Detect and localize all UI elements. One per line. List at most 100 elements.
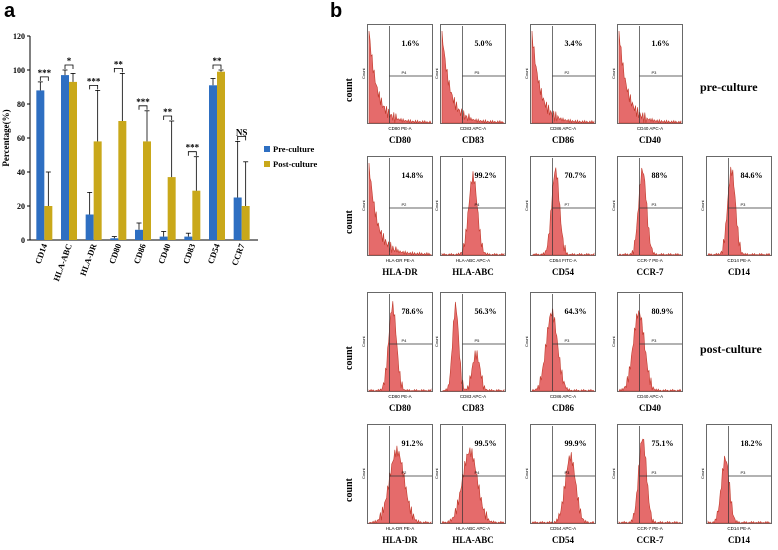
gate-label: P3: [651, 470, 657, 475]
channel-label: CCR-7 PE-A: [637, 258, 663, 263]
bar-pre-culture-cd83: [184, 236, 193, 240]
gate-label: P3: [651, 202, 657, 207]
histogram-ccr-7: P3 75.1% Count CCR-7 PE-A CCR-7: [611, 424, 683, 550]
histogram-cd83: P5 56.3% Count CD83 APC-A CD83: [434, 292, 506, 418]
channel-label: CD54 FITC-A: [549, 258, 576, 263]
small-count-label: Count: [524, 199, 529, 211]
y-tick-label: 80: [17, 100, 25, 109]
channel-label: CD86 APC-A: [550, 394, 576, 399]
significance-bracket: [163, 115, 173, 120]
histogram-area: [618, 167, 682, 256]
histogram-hla-dr: P2 91.2% Count HLA-DR PE-A HLA-DR: [361, 424, 433, 550]
histogram-cd14: P3 18.2% Count CD14 PE-A CD14: [700, 424, 772, 550]
significance-bracket: [113, 68, 123, 73]
bar-pre-culture-hla-dr: [85, 214, 94, 240]
y-tick-label: 40: [17, 168, 25, 177]
histogram-area: [531, 30, 595, 124]
marker-name: CCR-7: [637, 535, 664, 545]
bar-pre-culture-cd80: [110, 238, 119, 240]
bar-post-culture-cd40: [167, 177, 176, 240]
bar-pre-culture-cd86: [135, 229, 143, 240]
small-count-label: Count: [611, 67, 616, 79]
channel-label: CD83 APC-A: [460, 394, 486, 399]
channel-label: CD83 APC-A: [460, 126, 486, 131]
marker-name: HLA-DR: [382, 267, 418, 277]
gate-label: P4: [401, 338, 407, 343]
percent-label: 14.8%: [401, 171, 423, 180]
significance-label: NS: [236, 127, 248, 137]
pre-culture-label: pre-culture: [700, 80, 758, 94]
bar-pre-culture-cd40: [159, 236, 168, 240]
percent-label: 99.5%: [474, 439, 496, 448]
percent-label: 3.4%: [564, 39, 582, 48]
count-axis-label: count: [344, 478, 355, 502]
histogram-frame: [530, 292, 596, 392]
gate-label: P2: [401, 470, 407, 475]
histogram-cd14: P3 84.6% Count CD14 PE-A CD14: [700, 156, 772, 282]
histogram-cd86: P2 3.4% Count CD86 APC-A CD86: [524, 24, 596, 150]
bar-pre-culture-hla-abc: [61, 75, 69, 240]
histogram-cd54: P3 99.9% Count CD54 APC-A CD54: [524, 424, 596, 550]
percent-label: 64.3%: [564, 307, 586, 316]
channel-label: CD14 PE-A: [727, 526, 750, 531]
post-culture-label: post-culture: [700, 342, 762, 356]
significance-bracket: [64, 64, 74, 69]
percent-label: 75.1%: [651, 439, 673, 448]
histogram-area: [441, 447, 505, 524]
histogram-cd80: P4 78.6% Count CD80 PE-A CD80: [361, 292, 433, 418]
histogram-area: [368, 301, 432, 392]
small-count-label: Count: [700, 199, 705, 211]
channel-label: CCR-7 PE-A: [637, 526, 663, 531]
bar-post-culture-hla-dr: [93, 141, 102, 240]
histogram-hla-abc: P4 99.2% Count HLA-ABC APC-A HLA-ABC: [434, 156, 506, 282]
marker-name: CCR-7: [637, 267, 664, 277]
histogram-cd80: P4 1.6% Count CD80 PE-A CD80: [361, 24, 433, 150]
small-count-label: Count: [611, 199, 616, 211]
y-tick-label: 0: [21, 236, 25, 245]
percent-label: 18.2%: [740, 439, 762, 448]
category-label-cd54: CD54: [205, 242, 222, 266]
marker-name: CD86: [552, 403, 574, 413]
panel-a-letter: a: [4, 0, 16, 22]
gate-label: P5: [474, 338, 480, 343]
percent-label: 56.3%: [474, 307, 496, 316]
bar-pre-culture-cd54: [209, 85, 217, 240]
small-count-label: Count: [361, 335, 366, 347]
histogram-area: [367, 445, 432, 524]
histogram-cd86: P3 64.3% Count CD86 APC-A CD86: [524, 292, 596, 418]
marker-name: CD83: [462, 403, 484, 413]
marker-name: HLA-DR: [382, 535, 418, 545]
bar-post-culture-cd86: [143, 141, 151, 240]
small-count-label: Count: [361, 67, 366, 79]
histogram-hla-abc: P4 99.5% Count HLA-ABC APC-A HLA-ABC: [434, 424, 506, 550]
significance-bracket: [187, 151, 197, 156]
gate-label: P4: [474, 202, 480, 207]
small-count-label: Count: [524, 335, 529, 347]
channel-label: CD86 APC-A: [550, 126, 576, 131]
legend-label: Post-culture: [273, 159, 317, 169]
small-count-label: Count: [434, 335, 439, 347]
small-count-label: Count: [700, 467, 705, 479]
significance-bracket: [237, 136, 247, 141]
count-axis-label: count: [344, 346, 355, 370]
channel-label: CD80 PE-A: [388, 394, 411, 399]
gate-label: P3: [740, 470, 746, 475]
bar-post-culture-hla-abc: [69, 81, 77, 241]
count-axis-label: count: [344, 78, 355, 102]
legend-swatch: [264, 146, 270, 152]
gate-label: P3: [651, 70, 657, 75]
significance-bracket: [212, 64, 222, 69]
channel-label: CD54 APC-A: [550, 526, 576, 531]
histogram-cd40: P3 1.6% Count CD40 APC-A CD40: [611, 24, 683, 150]
marker-name: CD83: [462, 135, 484, 145]
marker-name: CD80: [389, 403, 411, 413]
percent-label: 1.6%: [401, 39, 419, 48]
category-label-hla-dr: HLA-DR: [78, 241, 99, 277]
percent-label: 99.2%: [474, 171, 496, 180]
gate-label: P5: [474, 70, 480, 75]
significance-label: ***: [38, 68, 52, 78]
y-tick-label: 60: [17, 134, 25, 143]
bar-post-culture-ccr7: [241, 206, 250, 240]
channel-label: CD40 APC-A: [637, 394, 663, 399]
significance-label: **: [163, 107, 173, 117]
